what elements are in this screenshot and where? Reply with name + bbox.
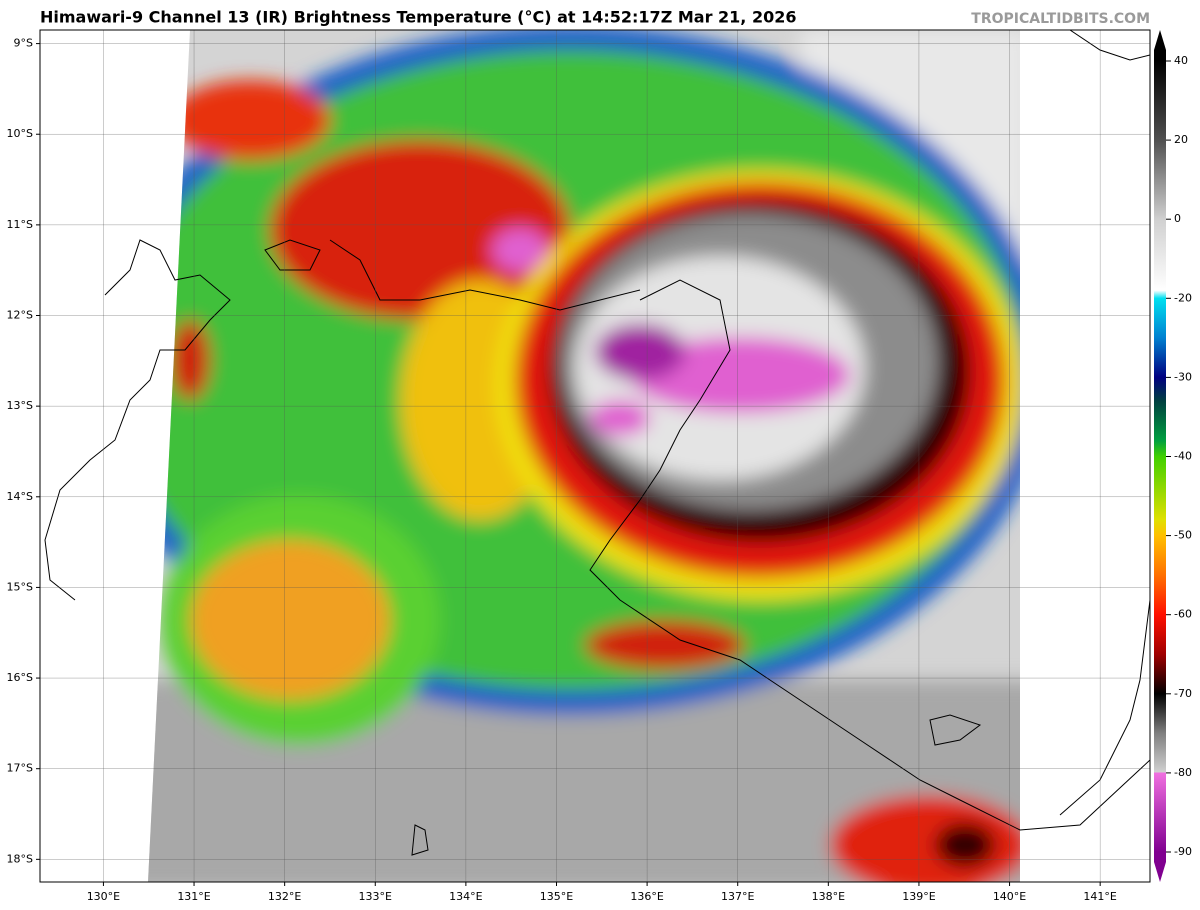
map-frame (39, 29, 1151, 883)
lat-label: 9°S (14, 37, 33, 50)
lon-label: 130°E (87, 890, 120, 903)
colorbar-extend-bottom (1154, 862, 1166, 882)
lon-label: 141°E (1083, 890, 1116, 903)
title: Himawari-9 Channel 13 (IR) Brightness Te… (40, 8, 796, 27)
colorbar-tick-label: -30 (1174, 370, 1192, 383)
lon-label: 131°E (177, 890, 210, 903)
lat-label: 15°S (7, 580, 33, 593)
lat-label: 12°S (7, 309, 33, 322)
lon-label: 136°E (630, 890, 663, 903)
lat-label: 11°S (7, 218, 33, 231)
colorbar (1154, 50, 1166, 862)
satellite-imagery (148, 30, 1020, 882)
colorbar-tick-label: -40 (1174, 450, 1192, 463)
lat-label: 13°S (7, 399, 33, 412)
colorbar-tick-label: -70 (1174, 687, 1192, 700)
colorbar-extend-top (1154, 30, 1166, 50)
lon-label: 135°E (540, 890, 573, 903)
lon-label: 132°E (268, 890, 301, 903)
lon-label: 134°E (449, 890, 482, 903)
colorbar-tick-label: -50 (1174, 529, 1192, 542)
lon-label: 139°E (902, 890, 935, 903)
colorbar-ticks (1166, 60, 1171, 853)
colorbar-tick-label: 0 (1174, 212, 1181, 225)
colorbar-tick-label: -20 (1174, 291, 1192, 304)
lon-label: 137°E (721, 890, 754, 903)
lat-label: 10°S (7, 127, 33, 140)
lon-label: 140°E (993, 890, 1026, 903)
lon-label: 133°E (359, 890, 392, 903)
colorbar-tick-label: 40 (1174, 54, 1188, 67)
credit: TROPICALTIDBITS.COM (971, 11, 1150, 27)
coastlines (44, 30, 1150, 856)
lon-label: 138°E (812, 890, 845, 903)
lat-label: 16°S (7, 671, 33, 684)
graticule (36, 30, 1150, 886)
lat-label: 17°S (7, 762, 33, 775)
colorbar-tick-label: 20 (1174, 133, 1188, 146)
colorbar-tick-label: -80 (1174, 766, 1192, 779)
colorbar-tick-label: -90 (1174, 845, 1192, 858)
lat-label: 18°S (7, 852, 33, 865)
colorbar-tick-label: -60 (1174, 608, 1192, 621)
lat-label: 14°S (7, 490, 33, 503)
